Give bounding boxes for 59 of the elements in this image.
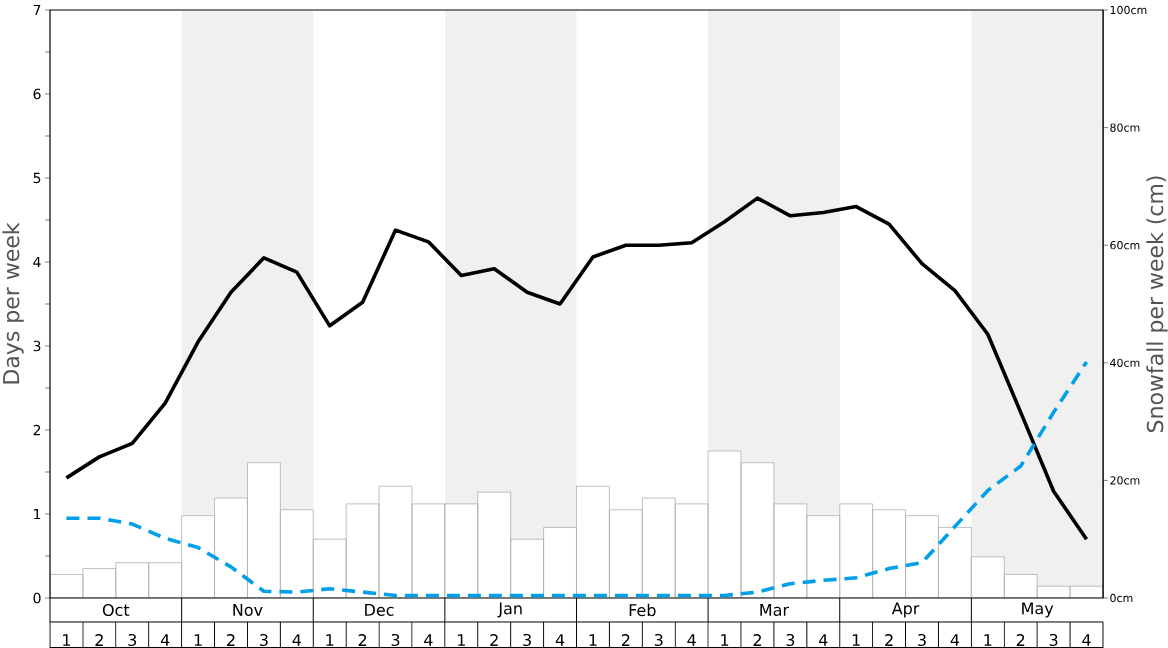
x-tick-label: 4 [950, 634, 960, 646]
text: Mar [760, 604, 790, 616]
x-tick-label: 3 [260, 633, 268, 647]
y-tick-label: 2 [33, 424, 41, 436]
y-tick-label: 5 [33, 172, 41, 184]
x-tick-label: 1 [194, 634, 202, 646]
y2-tick-label: 60cm [1110, 241, 1140, 250]
y2-tick-label: 20cm [1110, 476, 1140, 485]
bar [740, 462, 775, 598]
y-tick-label: 1 [34, 508, 41, 520]
y2-tick-label: 100cm [1110, 5, 1147, 15]
y-tick-label: 3 [33, 340, 41, 352]
text: Dec [365, 604, 394, 616]
x-tick-label: 1 [63, 634, 71, 646]
x-tick-label: 2 [753, 634, 761, 646]
x-tick-label: 3 [786, 633, 795, 647]
y2-tick-label: 0cm [1110, 593, 1133, 603]
x-tick-label: 2 [227, 634, 235, 646]
x-tick-label: 2 [885, 634, 893, 646]
x-tick-label: 1 [721, 634, 729, 646]
text: Nov [233, 604, 263, 616]
x-tick-label: 4 [555, 634, 565, 646]
x-tick-label: 3 [918, 633, 926, 647]
text: Feb [629, 603, 656, 617]
y-tick-label: 7 [33, 4, 41, 16]
line-series [64, 196, 1089, 541]
text: Apr [891, 602, 920, 618]
x-tick-label: 3 [128, 633, 137, 647]
text: Jan [497, 602, 522, 618]
x-tick-label: 2 [358, 634, 367, 646]
x-tick-label: 4 [818, 634, 828, 646]
x-tick-label: 4 [1082, 634, 1091, 646]
x-tick-label: 1 [457, 634, 465, 646]
x-tick-label: 3 [391, 633, 400, 647]
x-tick-label: 2 [621, 634, 630, 646]
y-tick-label: 0 [33, 592, 41, 604]
x-tick-label: 2 [95, 634, 103, 646]
x-tick-label: 3 [654, 633, 663, 647]
x-tick-label: 4 [687, 634, 696, 646]
y2-tick-label: 80cm [1110, 123, 1140, 132]
x-tick-label: 4 [424, 634, 433, 646]
y-tick-label: 6 [33, 88, 41, 100]
y-axis-title: Days per week [2, 222, 24, 384]
y-tick-label: 4 [33, 256, 41, 268]
x-tick-label: 2 [1016, 634, 1025, 646]
x-tick-label: 4 [292, 634, 301, 646]
x-tick-label: 1 [326, 634, 334, 646]
x-tick-label: 1 [984, 634, 992, 646]
x-tick-label: 1 [852, 634, 860, 646]
text: May [1022, 602, 1054, 618]
x-tick-label: 4 [160, 634, 170, 646]
x-tick-label: 2 [490, 634, 498, 646]
x-tick-label: 3 [1049, 633, 1058, 647]
y2-tick-label: 40cm [1110, 358, 1140, 367]
bar [707, 450, 742, 598]
x-tick-label: 1 [589, 634, 597, 646]
text: Oct [102, 603, 130, 617]
y2-axis-title: Snowfall per week (cm) [1146, 176, 1168, 432]
x-tick-label: 3 [523, 633, 531, 647]
